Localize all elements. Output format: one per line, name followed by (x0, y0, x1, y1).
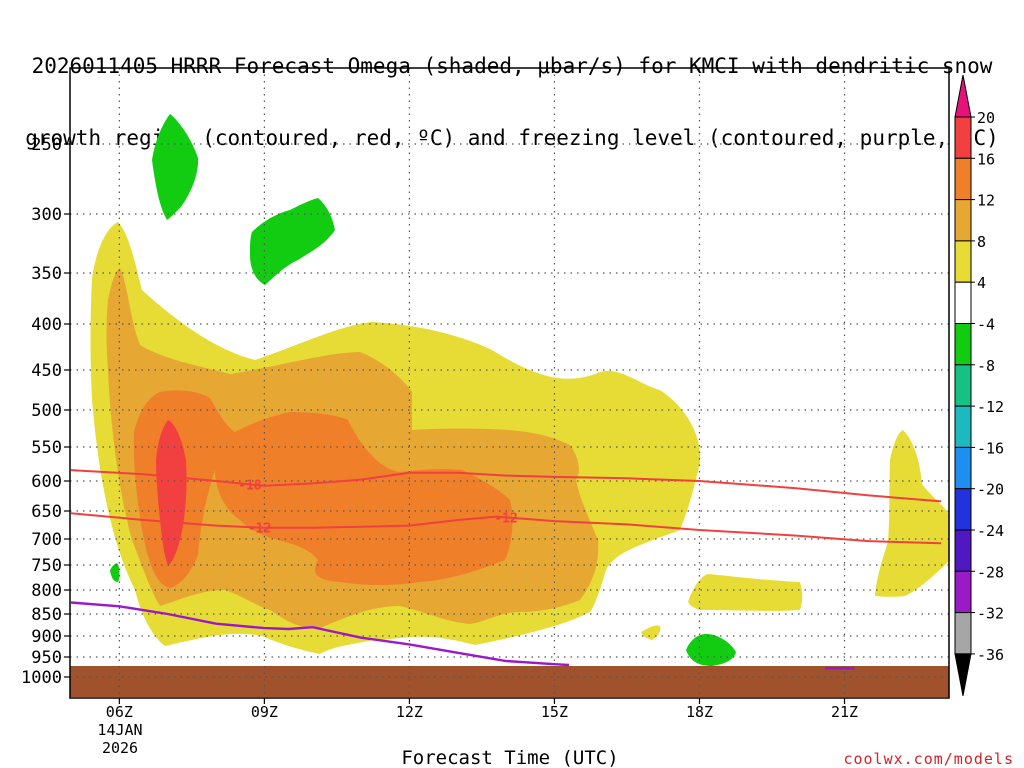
y-tick-label: 250 (31, 135, 62, 155)
y-tick-label: 400 (31, 315, 62, 335)
omega-region-red (156, 420, 187, 566)
colorbar-label: 20 (977, 109, 995, 127)
colorbar-label: -32 (977, 605, 1004, 623)
omega-region-green (110, 563, 120, 582)
colorbar-swatch (954, 116, 972, 159)
omega-region-yellow (641, 625, 661, 640)
x-tick-label: 18Z (686, 703, 713, 721)
x-axis: 06Z 09Z 12Z 15Z 18Z 21Z (106, 698, 858, 721)
omega-region-green (250, 198, 335, 285)
y-tick-label: 950 (31, 648, 62, 668)
colorbar-label: -20 (977, 481, 1004, 499)
colorbar-label: 12 (977, 192, 995, 210)
omega-region-green (152, 114, 199, 220)
y-tick-label: 700 (31, 530, 62, 550)
colorbar-swatch (954, 240, 972, 283)
colorbar-swatch (954, 529, 972, 572)
contour-label: -18 (238, 478, 262, 493)
y-tick-label: 300 (31, 205, 62, 225)
colorbar-swatch (954, 570, 972, 614)
colorbar-label: -16 (977, 439, 1004, 457)
x-tick-label: 12Z (396, 703, 423, 721)
colorbar-label: 4 (977, 274, 986, 292)
title-line-1: 2026011405 HRRR Forecast Omega (shaded, … (31, 54, 993, 78)
dgz-contour-line (70, 512, 942, 545)
y-tick-label: 500 (31, 401, 62, 421)
x-tick-label: 21Z (831, 703, 858, 721)
y-tick-label: 800 (31, 581, 62, 601)
omega-region-orange (133, 390, 513, 588)
y-tick-label: 750 (31, 556, 62, 576)
y-tick-label: 600 (31, 472, 62, 492)
plot-frame (69, 67, 950, 699)
colorbar-swatch (954, 157, 972, 201)
omega-region-yellow (688, 574, 803, 611)
y-tick-label: 900 (31, 627, 62, 647)
freezing-level-line (70, 601, 570, 667)
x-axis-title: Forecast Time (UTC) (401, 747, 618, 768)
x-tick-label: 15Z (541, 703, 568, 721)
colorbar-swatch (954, 612, 972, 655)
colorbar-label: -28 (977, 563, 1004, 581)
colorbar-swatch (954, 281, 972, 325)
y-axis: 2503003504004505005506006507007508008509… (21, 135, 70, 688)
contours: -18 -12 -12 (70, 469, 942, 670)
colorbar-swatch (954, 488, 972, 531)
colorbar-label: -36 (977, 646, 1004, 664)
dgz-contour-line (70, 469, 942, 503)
contour-label: -12 (248, 522, 271, 537)
colorbar-top-arrow (954, 74, 972, 118)
colorbar-swatch (954, 364, 972, 407)
colorbar-label: 8 (977, 233, 986, 251)
y-tick-label: 350 (31, 264, 62, 284)
grid (70, 68, 949, 698)
contour-label: -12 (494, 511, 517, 526)
ground-fill (70, 666, 949, 697)
x-tick-label: 06Z (106, 703, 133, 721)
x-tick-label: 09Z (251, 703, 278, 721)
colorbar-bottom-arrow (954, 653, 972, 696)
y-tick-label: 1000 (21, 668, 62, 688)
omega-region-yellow (875, 430, 949, 597)
y-tick-label: 450 (31, 361, 62, 381)
date-day-label: 14JAN (97, 721, 142, 739)
y-tick-label: 850 (31, 605, 62, 625)
colorbar-swatch (954, 323, 972, 366)
colorbar-swatch (954, 405, 972, 448)
omega-region-green (686, 634, 736, 666)
y-tick-label: 650 (31, 502, 62, 522)
omega-shading (90, 114, 949, 666)
colorbar-swatch (954, 199, 972, 242)
colorbar-label: -24 (977, 522, 1004, 540)
credit-text: coolwx.com/models (843, 750, 1014, 768)
colorbar-label: -12 (977, 398, 1004, 416)
y-tick-label: 550 (31, 438, 62, 458)
colorbar-label: -8 (977, 357, 995, 375)
colorbar-label: 16 (977, 150, 995, 168)
date-year-label: 2026 (102, 739, 138, 757)
colorbar-swatch (954, 446, 972, 490)
colorbar: 20 16 12 8 4 -4 -8 -12 -16 -20 -24 -28 -32 -36 (954, 74, 1004, 696)
colorbar-label: -4 (977, 316, 995, 334)
